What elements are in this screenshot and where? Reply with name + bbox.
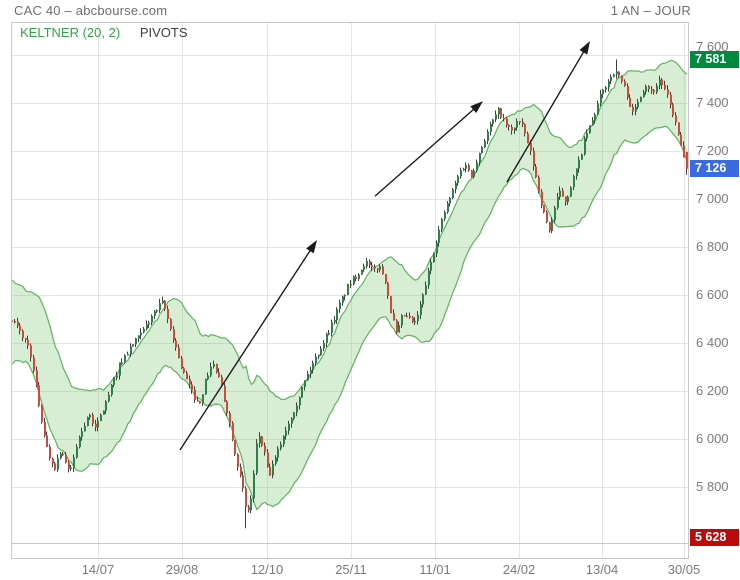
y-axis-tick: 6 200	[696, 383, 729, 398]
legend-item-pivots[interactable]: PIVOTS	[139, 25, 188, 40]
x-axis-tick: 12/10	[250, 562, 284, 577]
y-axis-tick: 6 600	[696, 287, 729, 302]
y-axis-tick: 6 000	[696, 431, 729, 446]
y-axis-tick: 6 400	[696, 335, 729, 350]
y-axis-tick: 5 800	[696, 479, 729, 494]
instrument-title: CAC 40 – abcbourse.com	[14, 3, 168, 18]
price-badge-low: 5 628	[690, 528, 739, 546]
x-axis-tick: 30/05	[667, 562, 701, 577]
y-axis-tick: 7 400	[696, 95, 729, 110]
price-badge-high: 7 581	[690, 51, 739, 69]
x-axis-tick: 25/11	[335, 562, 367, 577]
y-axis-tick: 6 800	[696, 239, 729, 254]
y-axis-tick: 7 600	[696, 39, 729, 54]
x-axis-tick: 11/01	[419, 562, 451, 577]
x-axis-tick: 29/08	[165, 562, 199, 577]
y-axis-tick: 7 000	[696, 191, 729, 206]
legend-item-keltner[interactable]: KELTNER (20, 2)	[20, 25, 121, 40]
price-badge-last: 7 126	[690, 160, 739, 178]
x-axis-tick: 13/04	[585, 562, 619, 577]
indicator-legend: KELTNER (20, 2) PIVOTS	[20, 25, 188, 40]
x-axis-tick: 14/07	[81, 562, 115, 577]
timeframe-label: 1 AN – JOUR	[610, 3, 691, 18]
y-axis-tick: 7 200	[696, 143, 729, 158]
x-axis-tick: 24/02	[502, 562, 536, 577]
